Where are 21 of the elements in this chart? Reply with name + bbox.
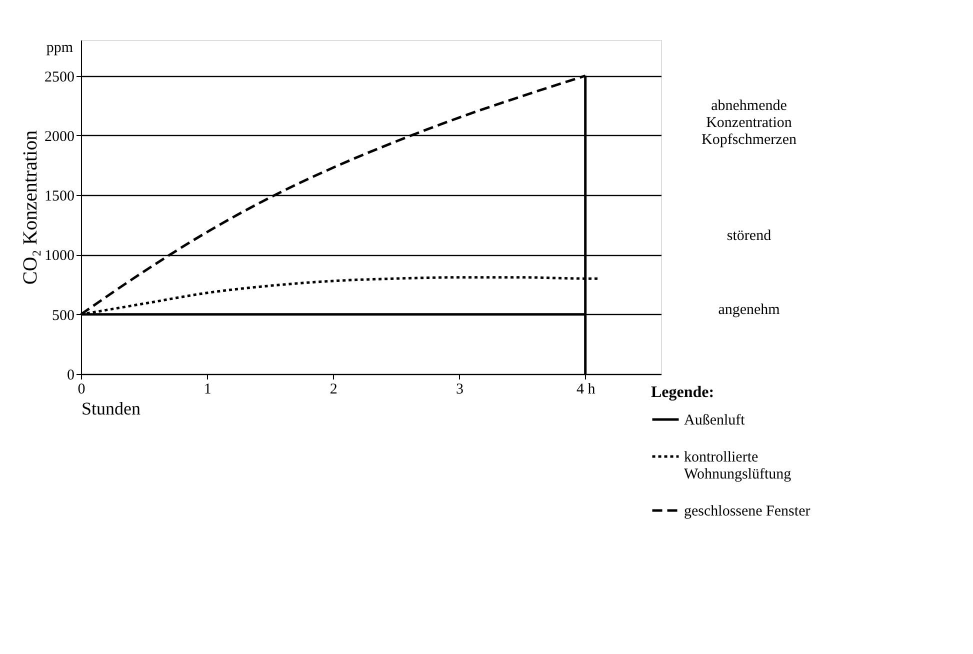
x-tick-label: 0 (78, 382, 86, 398)
legend-label: Außenluft (684, 412, 746, 428)
text: abnehmende Konzentration Kopfschmerzen (702, 98, 797, 148)
y-axis-title: CO₂ Konzentration (20, 130, 42, 285)
y-tick-label: 0 (67, 368, 74, 384)
y-tick-label: 500 (52, 308, 74, 324)
x-tick-label: 4 h (576, 382, 596, 398)
x-axis-title: Stunden (82, 398, 141, 418)
legend-label: geschlossene Fenster (684, 504, 810, 520)
x-tick-label: 3 (456, 382, 464, 398)
x-tick-label: 2 (330, 382, 338, 398)
y-tick-label: 2500 (44, 69, 74, 86)
text: störend (726, 228, 772, 244)
y-tick-label: 1000 (44, 248, 74, 264)
y-tick-label: 1500 (44, 188, 74, 205)
legend-label: kontrollierte Wohnungslüftung (684, 450, 792, 482)
text: angenehm (718, 302, 780, 318)
x-tick-label: 1 (204, 382, 212, 398)
y-tick-label: 2000 (44, 128, 74, 145)
text: ppm (46, 40, 74, 56)
legend-title: Legende: (651, 384, 714, 401)
